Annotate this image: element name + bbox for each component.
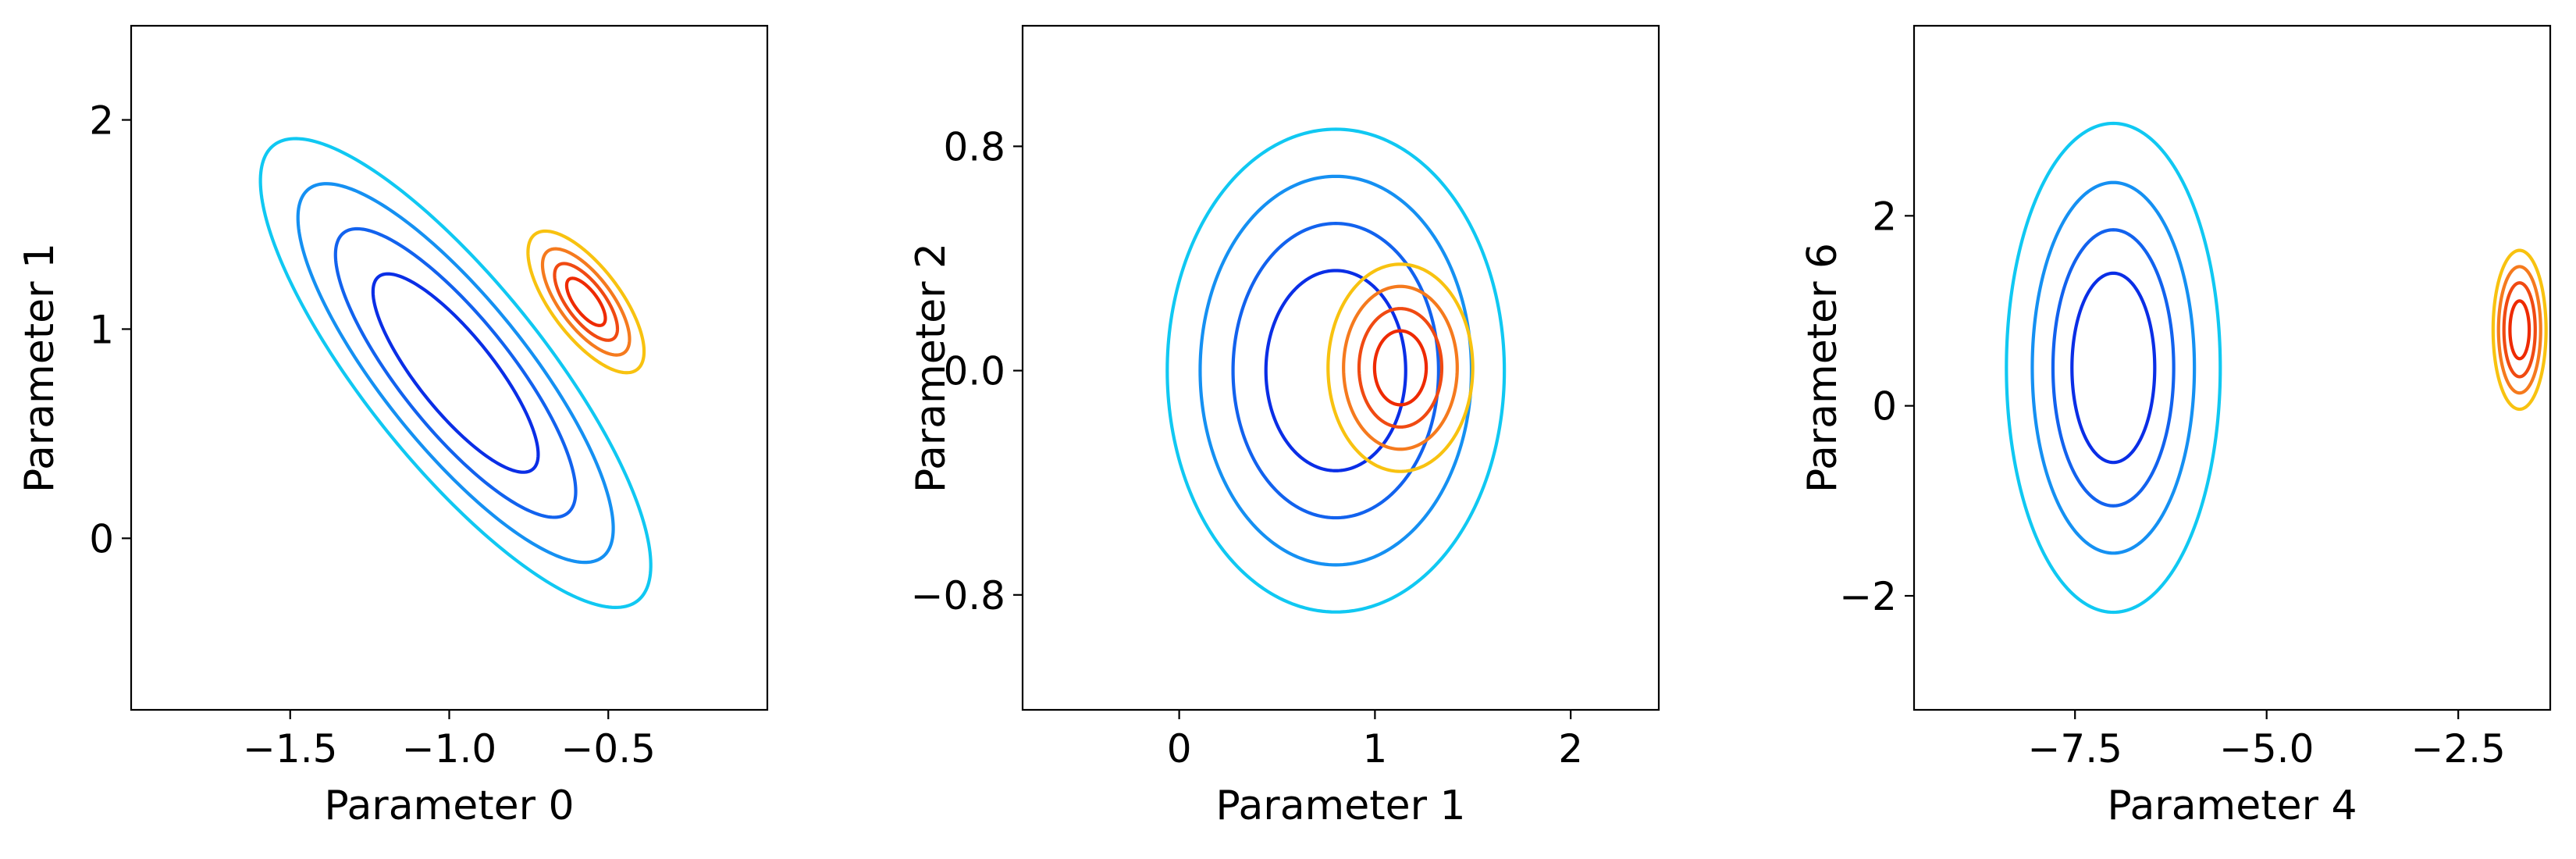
x-tick-label: −1.0 — [402, 726, 496, 772]
subplot-parameter-4-vs-6: −7.5 −5.0 −2.5 −2 0 2 Parameter 4 Parameter 6 — [1799, 24, 2552, 829]
y-tick-label: 0.0 — [943, 349, 1005, 394]
contour-line-wide-0 — [2070, 271, 2157, 465]
contour-line-narrow-0 — [564, 276, 607, 327]
x-tick-label: 1 — [1362, 726, 1387, 772]
x-tick-label: −1.5 — [243, 726, 337, 772]
contour-line-wide-1 — [333, 226, 578, 519]
contour-line-wide-3 — [258, 137, 653, 609]
y-tick-label: 1 — [89, 307, 114, 352]
x-axis-label: Parameter 1 — [1215, 782, 1465, 829]
plot-frame — [1021, 24, 1660, 711]
x-tick-label: −0.5 — [561, 726, 656, 772]
y-axis-label: Parameter 6 — [1799, 243, 1846, 493]
x-tick-label: 0 — [1167, 726, 1192, 772]
x-tick-label: 2 — [1558, 726, 1583, 772]
contour-group — [1165, 127, 1507, 614]
y-tick-label: 2 — [1872, 194, 1897, 239]
contour-line-wide-3 — [1165, 127, 1507, 614]
x-tick-label: −5.0 — [2219, 726, 2314, 772]
x-axis-label: Parameter 4 — [2107, 782, 2357, 829]
contour-line-narrow-1 — [1357, 307, 1444, 429]
x-tick-label: −2.5 — [2411, 726, 2505, 772]
contour-line-narrow-3 — [1326, 262, 1475, 473]
plot-frame — [130, 24, 769, 711]
contour-line-wide-0 — [371, 272, 540, 474]
contour-line-wide-1 — [2051, 228, 2176, 508]
contour-line-narrow-0 — [2508, 299, 2532, 361]
contour-group — [2005, 121, 2548, 615]
contour-line-narrow-2 — [2496, 265, 2542, 395]
x-axis-label: Parameter 0 — [324, 782, 574, 829]
contour-line-wide-2 — [296, 182, 615, 565]
y-tick-label: −0.8 — [911, 573, 1005, 618]
contour-line-wide-0 — [1264, 269, 1407, 472]
contour-line-wide-2 — [1198, 174, 1474, 567]
contour-line-wide-1 — [1231, 222, 1440, 520]
y-tick-label: 2 — [89, 98, 114, 144]
x-tick-label: −7.5 — [2027, 726, 2122, 772]
y-tick-label: −2 — [1839, 574, 1897, 619]
contour-line-wide-3 — [2005, 121, 2222, 615]
contour-line-narrow-3 — [2491, 248, 2548, 412]
y-axis-label: Parameter 2 — [908, 243, 955, 493]
subplot-parameter-0-vs-1: −1.5 −1.0 −0.5 0 1 2 Parameter 0 Parameter 1 — [16, 24, 769, 829]
contour-group — [258, 137, 653, 609]
contour-line-narrow-1 — [2502, 281, 2537, 379]
contour-line-wide-2 — [2030, 180, 2197, 555]
y-axis-label: Parameter 1 — [16, 243, 63, 493]
contour-line-narrow-1 — [553, 262, 620, 342]
y-tick-label: 0.8 — [943, 124, 1005, 169]
contour-line-narrow-2 — [540, 247, 632, 357]
y-tick-label: 0 — [89, 516, 114, 561]
plot-frame — [1912, 24, 2552, 711]
y-tick-label: 0 — [1872, 384, 1897, 430]
contour-line-narrow-3 — [526, 229, 646, 375]
contour-line-narrow-2 — [1342, 284, 1459, 451]
subplot-parameter-1-vs-2: 0 1 2 −0.8 0.0 0.8 Parameter 1 Parameter 2 — [908, 24, 1660, 829]
contour-line-narrow-0 — [1372, 329, 1429, 407]
